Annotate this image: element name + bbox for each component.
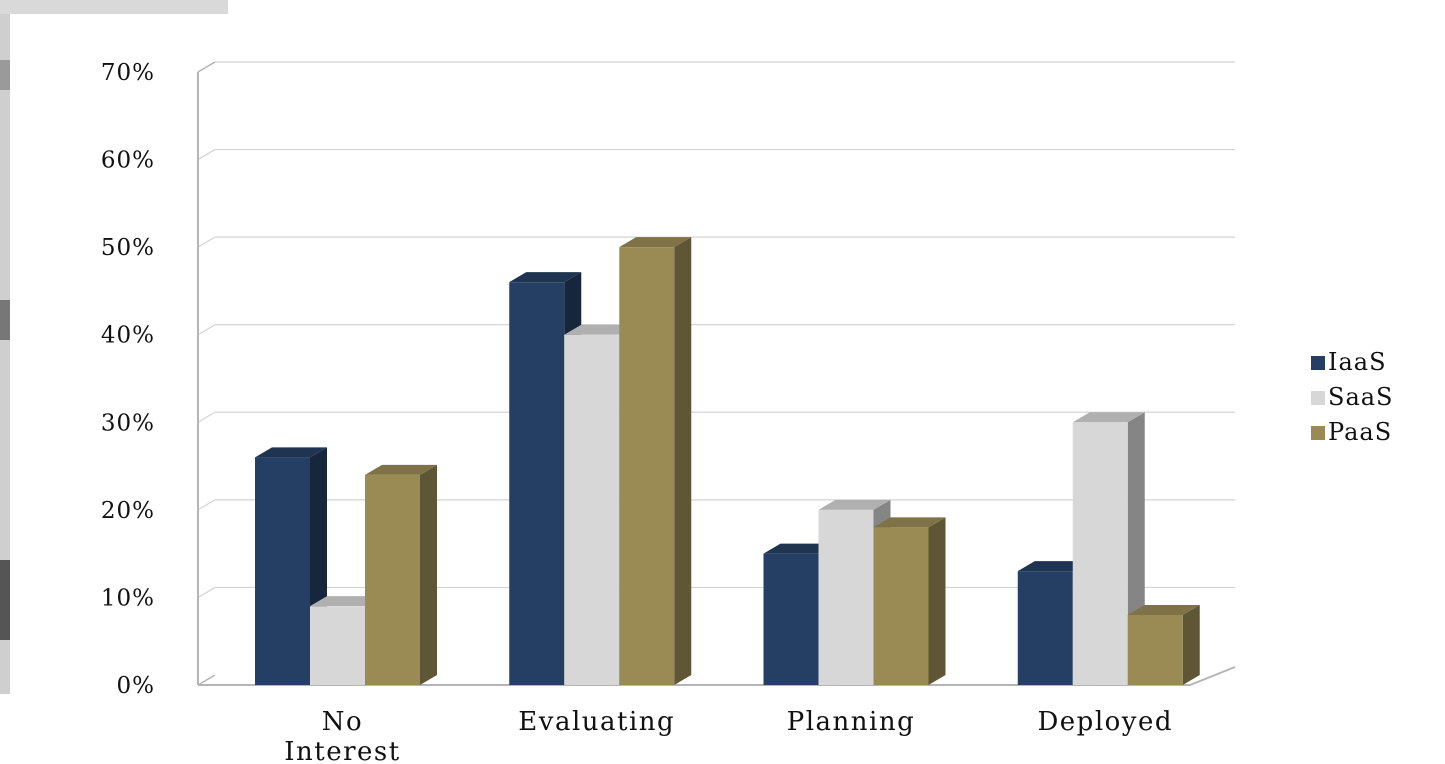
legend-label-iaas: IaaS [1328, 348, 1387, 376]
background-decoration [0, 0, 228, 694]
legend: IaaS SaaS PaaS [1311, 348, 1394, 446]
y-tick-label: 40% [101, 323, 155, 349]
gridline-depth [197, 586, 216, 598]
category-label: Evaluating [518, 707, 675, 737]
gridline-depth [197, 149, 216, 161]
gridline-depth [197, 324, 216, 336]
y-tick-label: 10% [101, 585, 155, 611]
gridline-depth [197, 411, 216, 423]
gridline-depth [197, 236, 216, 248]
category-labels: No Interest Evaluating Planning Deployed [284, 707, 1173, 764]
bar-paas-2 [873, 517, 946, 685]
bar-paas-1 [619, 237, 692, 685]
bar-paas-0 [365, 464, 437, 685]
bars [255, 237, 1200, 685]
y-tick-label: 60% [101, 148, 155, 174]
legend-label-saas: SaaS [1328, 383, 1394, 411]
gridline-depth [197, 499, 216, 511]
legend-swatch-saas [1311, 391, 1325, 405]
legend-swatch-iaas [1311, 356, 1325, 370]
y-tick-label: 30% [101, 410, 155, 436]
y-axis-depth [197, 61, 216, 73]
y-tick-label: 70% [101, 60, 155, 86]
y-tick-label: 0% [117, 673, 156, 699]
bar-iaas-0 [255, 447, 327, 685]
bar-paas-3 [1127, 604, 1200, 685]
y-tick-labels: 0% 10% 20% 30% 40% 50% 60% 70% [101, 60, 156, 699]
y-tick-label: 50% [101, 235, 155, 261]
y-tick-label: 20% [101, 498, 155, 524]
legend-label-paas: PaaS [1328, 418, 1392, 446]
legend-swatch-paas [1311, 426, 1325, 440]
category-label: No Interest [284, 707, 400, 764]
category-label: Planning [787, 707, 916, 737]
category-label: Deployed [1037, 707, 1173, 737]
floor-depth [197, 674, 216, 686]
